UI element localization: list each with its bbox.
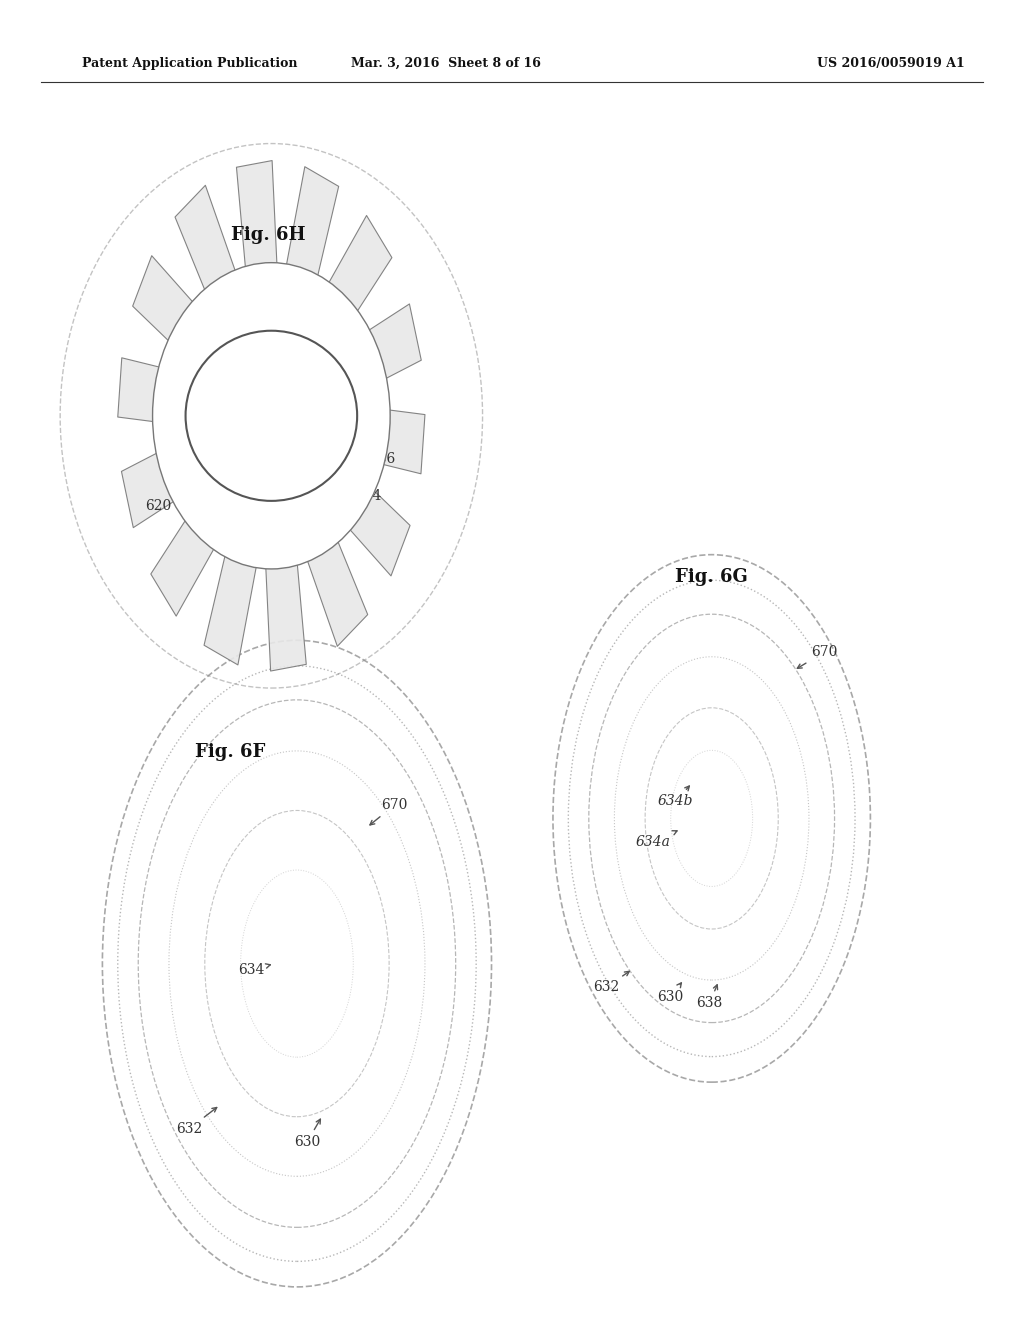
Polygon shape [175, 185, 239, 309]
Text: Fig. 6H: Fig. 6H [231, 226, 305, 244]
Polygon shape [285, 166, 339, 290]
Text: 638: 638 [696, 985, 723, 1010]
Polygon shape [204, 541, 258, 665]
Ellipse shape [185, 331, 357, 500]
Text: Patent Application Publication: Patent Application Publication [82, 57, 297, 70]
Ellipse shape [153, 263, 390, 569]
Polygon shape [336, 470, 410, 576]
Text: 632: 632 [593, 972, 630, 994]
Polygon shape [347, 304, 421, 393]
Polygon shape [133, 256, 207, 362]
Polygon shape [237, 161, 278, 277]
Text: 660: 660 [297, 502, 324, 523]
Polygon shape [354, 407, 425, 474]
Text: 630: 630 [294, 1119, 321, 1148]
Text: 662: 662 [323, 508, 349, 529]
Text: 650: 650 [210, 490, 237, 512]
Text: 668: 668 [279, 503, 305, 525]
Text: Fig. 6F: Fig. 6F [196, 743, 265, 762]
Text: 666: 666 [366, 447, 395, 466]
Text: 634a: 634a [636, 830, 677, 849]
Text: 664: 664 [354, 482, 382, 503]
Polygon shape [321, 215, 392, 334]
Text: 634b: 634b [658, 785, 693, 808]
Polygon shape [151, 498, 222, 616]
Polygon shape [122, 438, 196, 528]
Text: Mar. 3, 2016  Sheet 8 of 16: Mar. 3, 2016 Sheet 8 of 16 [350, 57, 541, 70]
Text: 632: 632 [176, 1107, 217, 1135]
Text: 670: 670 [798, 645, 838, 668]
Text: 634: 634 [238, 964, 270, 977]
Text: 630: 630 [657, 983, 684, 1003]
Text: Fig. 6G: Fig. 6G [675, 568, 749, 586]
Text: US 2016/0059019 A1: US 2016/0059019 A1 [817, 57, 965, 70]
Polygon shape [118, 358, 188, 425]
Polygon shape [265, 554, 306, 671]
Text: 620: 620 [145, 484, 189, 512]
Polygon shape [304, 523, 368, 647]
Text: 670: 670 [370, 799, 408, 825]
